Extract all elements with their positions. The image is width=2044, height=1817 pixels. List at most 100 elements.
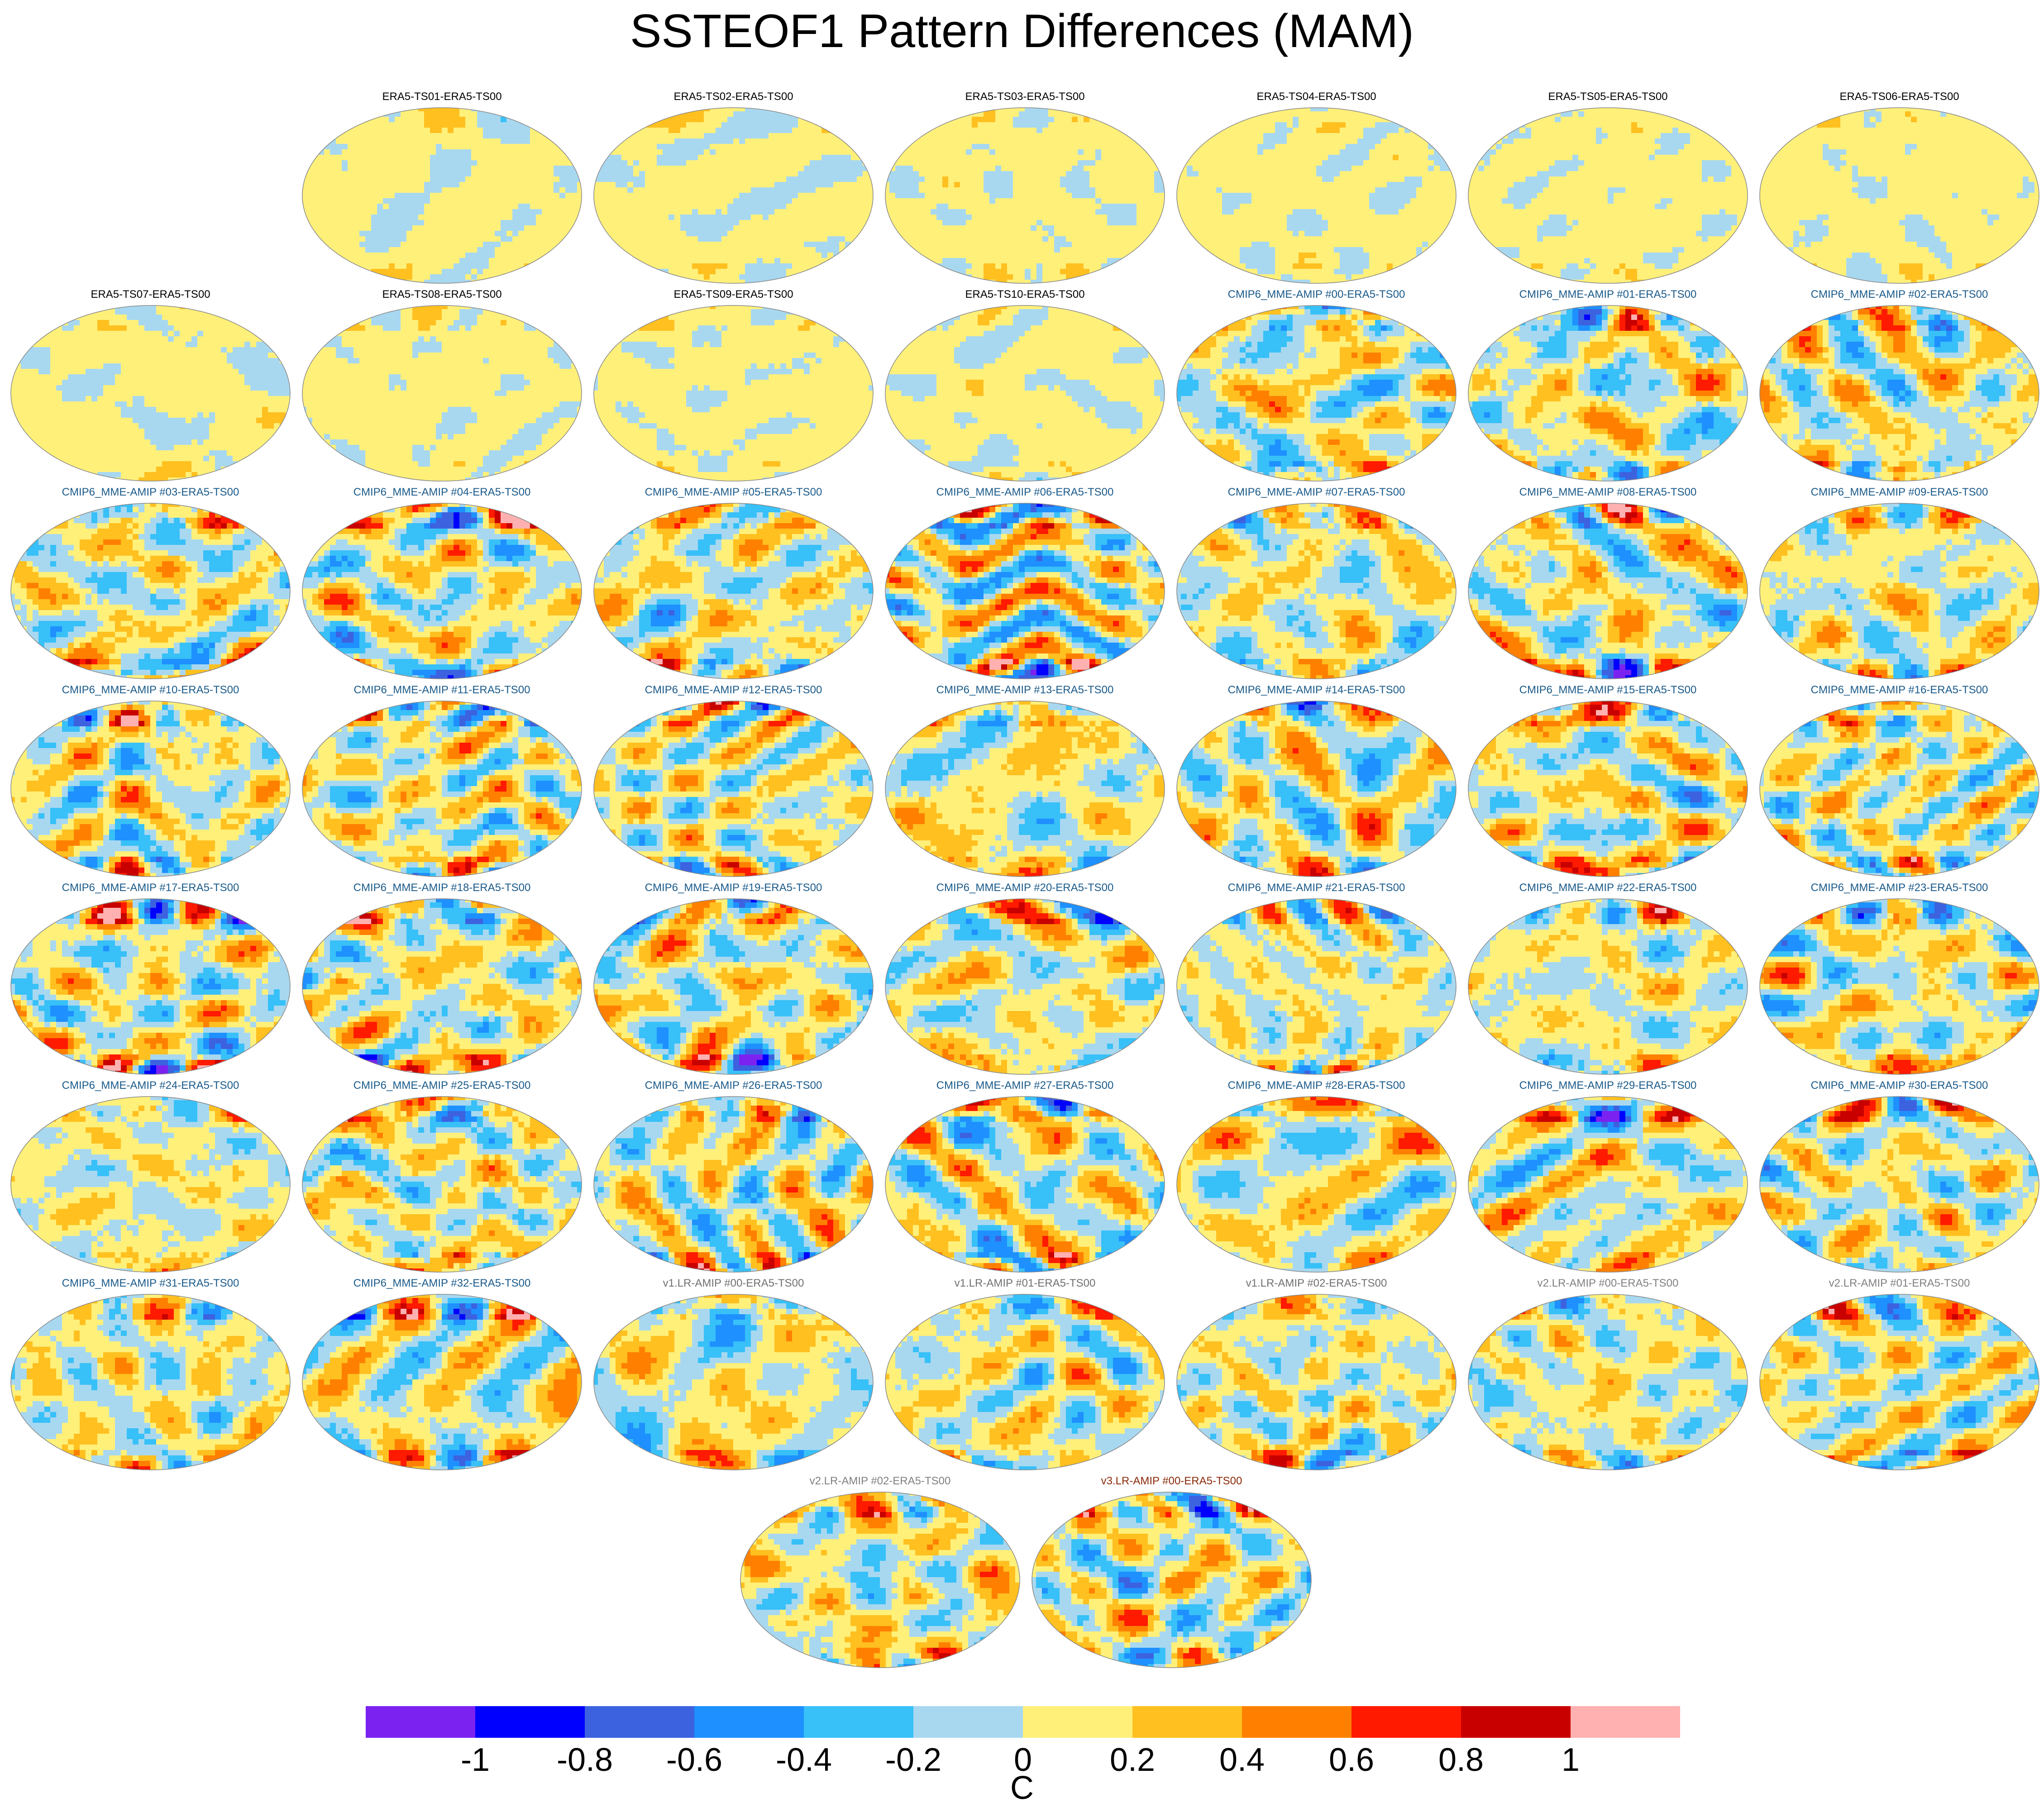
panel-map xyxy=(1466,1095,1749,1274)
panel-map xyxy=(1758,304,2041,483)
panel-map xyxy=(1466,304,1749,483)
field-cells xyxy=(884,501,1166,681)
map-panel: CMIP6_MME-AMIP #05-ERA5-TS00 xyxy=(587,486,879,685)
map-panel: CMIP6_MME-AMIP #01-ERA5-TS00 xyxy=(1462,288,1754,487)
panel-map xyxy=(1466,699,1749,878)
panel-map xyxy=(884,304,1166,483)
panel-title: ERA5-TS06-ERA5-TS00 xyxy=(1753,91,2044,103)
map-panel: v1.LR-AMIP #01-ERA5-TS00 xyxy=(879,1277,1171,1476)
panel-title: CMIP6_MME-AMIP #00-ERA5-TS00 xyxy=(1170,288,1462,301)
panel-map xyxy=(592,1095,875,1274)
panel-map xyxy=(301,1292,583,1472)
panel-title: CMIP6_MME-AMIP #17-ERA5-TS00 xyxy=(5,882,296,894)
panel-title: ERA5-TS07-ERA5-TS00 xyxy=(5,288,296,301)
map-panel: CMIP6_MME-AMIP #21-ERA5-TS00 xyxy=(1170,882,1462,1081)
panel-map xyxy=(1758,106,2041,285)
panel-title: CMIP6_MME-AMIP #18-ERA5-TS00 xyxy=(296,882,588,894)
field-cells xyxy=(1030,1490,1313,1669)
map-panel: CMIP6_MME-AMIP #30-ERA5-TS00 xyxy=(1753,1079,2044,1278)
field-cells xyxy=(1175,501,1458,681)
panel-title: CMIP6_MME-AMIP #10-ERA5-TS00 xyxy=(5,684,296,696)
panel-title: v1.LR-AMIP #00-ERA5-TS00 xyxy=(587,1277,879,1290)
panel-title: CMIP6_MME-AMIP #11-ERA5-TS00 xyxy=(296,684,588,696)
map-panel: ERA5-TS10-ERA5-TS00 xyxy=(879,288,1171,487)
field-cells xyxy=(1466,699,1749,878)
colorbar-box xyxy=(1352,1706,1461,1738)
panel-title: v3.LR-AMIP #00-ERA5-TS00 xyxy=(1026,1475,1318,1488)
colorbar-box xyxy=(1242,1706,1352,1738)
map-panel: ERA5-TS06-ERA5-TS00 xyxy=(1753,91,2044,290)
map-panel: v1.LR-AMIP #00-ERA5-TS00 xyxy=(587,1277,879,1476)
colorbar-box xyxy=(366,1706,475,1738)
panel-map xyxy=(301,699,583,878)
colorbar-box xyxy=(1132,1706,1242,1738)
panel-title: v2.LR-AMIP #01-ERA5-TS00 xyxy=(1753,1277,2044,1290)
field-cells xyxy=(1466,106,1749,285)
colorbar-box xyxy=(1461,1706,1571,1738)
field-cells xyxy=(9,501,292,681)
map-panel: ERA5-TS09-ERA5-TS00 xyxy=(587,288,879,487)
field-cells xyxy=(1758,699,2041,878)
map-panel: CMIP6_MME-AMIP #03-ERA5-TS00 xyxy=(5,486,296,685)
field-cells xyxy=(1175,897,1458,1076)
panel-map xyxy=(1758,699,2041,878)
field-cells xyxy=(1175,1095,1458,1274)
map-panel: CMIP6_MME-AMIP #19-ERA5-TS00 xyxy=(587,882,879,1081)
field-cells xyxy=(1758,501,2041,681)
panel-map xyxy=(1175,1292,1458,1472)
field-cells xyxy=(884,106,1166,285)
panel-map xyxy=(1466,106,1749,285)
map-panel: CMIP6_MME-AMIP #00-ERA5-TS00 xyxy=(1170,288,1462,487)
panel-title: CMIP6_MME-AMIP #05-ERA5-TS00 xyxy=(587,486,879,499)
map-panel: CMIP6_MME-AMIP #06-ERA5-TS00 xyxy=(879,486,1171,685)
map-panel: CMIP6_MME-AMIP #14-ERA5-TS00 xyxy=(1170,684,1462,883)
panel-title: v2.LR-AMIP #00-ERA5-TS00 xyxy=(1462,1277,1754,1290)
colorbar-tick-label: -1 xyxy=(461,1741,490,1779)
panel-map xyxy=(1466,897,1749,1076)
panel-title: CMIP6_MME-AMIP #16-ERA5-TS00 xyxy=(1753,684,2044,696)
field-cells xyxy=(592,1095,875,1274)
panel-map xyxy=(592,897,875,1076)
panel-grid: ERA5-TS01-ERA5-TS00 ERA5-TS02-ERA5-TS00 ER… xyxy=(0,0,2044,1683)
colorbar-tick-label: 0.2 xyxy=(1110,1741,1155,1779)
panel-title: CMIP6_MME-AMIP #06-ERA5-TS00 xyxy=(879,486,1171,499)
map-panel: v1.LR-AMIP #02-ERA5-TS00 xyxy=(1170,1277,1462,1476)
panel-title: CMIP6_MME-AMIP #01-ERA5-TS00 xyxy=(1462,288,1754,301)
panel-map xyxy=(592,501,875,681)
panel-map xyxy=(301,1095,583,1274)
panel-title: CMIP6_MME-AMIP #27-ERA5-TS00 xyxy=(879,1079,1171,1092)
field-cells xyxy=(9,1292,292,1472)
map-panel: ERA5-TS08-ERA5-TS00 xyxy=(296,288,588,487)
map-panel: CMIP6_MME-AMIP #17-ERA5-TS00 xyxy=(5,882,296,1081)
panel-title: ERA5-TS04-ERA5-TS00 xyxy=(1170,91,1462,103)
field-cells xyxy=(592,1292,875,1472)
panel-map xyxy=(884,897,1166,1076)
field-cells xyxy=(592,699,875,878)
panel-title: CMIP6_MME-AMIP #08-ERA5-TS00 xyxy=(1462,486,1754,499)
field-cells xyxy=(739,1490,1022,1669)
colorbar-box xyxy=(585,1706,694,1738)
panel-title: CMIP6_MME-AMIP #09-ERA5-TS00 xyxy=(1753,486,2044,499)
panel-title: CMIP6_MME-AMIP #26-ERA5-TS00 xyxy=(587,1079,879,1092)
field-cells xyxy=(1175,304,1458,483)
map-panel: v2.LR-AMIP #00-ERA5-TS00 xyxy=(1462,1277,1754,1476)
map-panel: ERA5-TS03-ERA5-TS00 xyxy=(879,91,1171,290)
map-panel: CMIP6_MME-AMIP #18-ERA5-TS00 xyxy=(296,882,588,1081)
field-cells xyxy=(1466,501,1749,681)
field-cells xyxy=(884,1095,1166,1274)
field-cells xyxy=(1758,106,2041,285)
map-panel: CMIP6_MME-AMIP #08-ERA5-TS00 xyxy=(1462,486,1754,685)
panel-title: ERA5-TS05-ERA5-TS00 xyxy=(1462,91,1754,103)
colorbar-box xyxy=(804,1706,913,1738)
map-panel: ERA5-TS02-ERA5-TS00 xyxy=(587,91,879,290)
panel-map xyxy=(1758,501,2041,681)
panel-map xyxy=(1175,897,1458,1076)
map-panel: v3.LR-AMIP #00-ERA5-TS00 xyxy=(1026,1475,1318,1674)
panel-map xyxy=(9,304,292,483)
panel-map xyxy=(9,1292,292,1472)
field-cells xyxy=(1175,106,1458,285)
panel-title: CMIP6_MME-AMIP #04-ERA5-TS00 xyxy=(296,486,588,499)
map-panel: ERA5-TS05-ERA5-TS00 xyxy=(1462,91,1754,290)
field-cells xyxy=(884,699,1166,878)
panel-title: CMIP6_MME-AMIP #23-ERA5-TS00 xyxy=(1753,882,2044,894)
